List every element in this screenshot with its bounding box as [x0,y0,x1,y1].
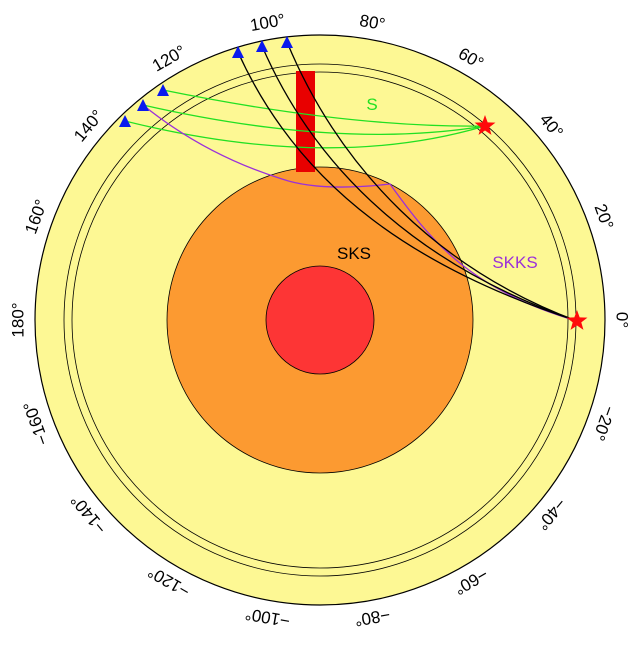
phase-label-s: S [366,95,377,114]
angle-tick-label: 80° [358,11,387,34]
station-sks-2-icon [256,40,268,52]
sks-ray [286,41,578,322]
event-s-source-star-icon [474,115,496,135]
angle-tick-label: 180° [9,302,28,337]
sks-ray [261,45,578,322]
sks-ray-group [237,41,578,322]
angle-tick-label: 0° [613,312,632,328]
angle-tick-label: −100° [244,604,292,631]
sks-ray [237,51,578,322]
inner-core [265,265,375,375]
station-s-2-icon [137,99,149,111]
s-ray [142,104,486,135]
s-ray [162,89,486,127]
angle-tick-label: 40° [536,110,567,142]
angle-tick-label: −20° [589,403,619,443]
s-ray [124,120,486,149]
angle-tick-label: 20° [590,201,617,232]
angle-tick-label: 160° [21,197,51,237]
phase-label-sks: SKS [337,244,371,263]
station-s-1-icon [119,115,131,127]
s-ray-group [124,89,486,149]
station-sks-1-icon [232,46,244,58]
phase-label-skks: SKKS [492,253,537,272]
event-group [474,115,588,330]
angle-tick-label: −80° [353,605,391,630]
angle-tick-label: 100° [249,10,287,35]
mantle-inner-boundary-2 [71,71,569,569]
station-s-3-icon [157,84,169,96]
skks-ray [142,104,578,322]
station-group [119,36,293,127]
station-sks-3-icon [281,36,293,48]
angle-tick-label: 60° [455,44,487,73]
event-sks-source-star-icon [566,310,588,330]
